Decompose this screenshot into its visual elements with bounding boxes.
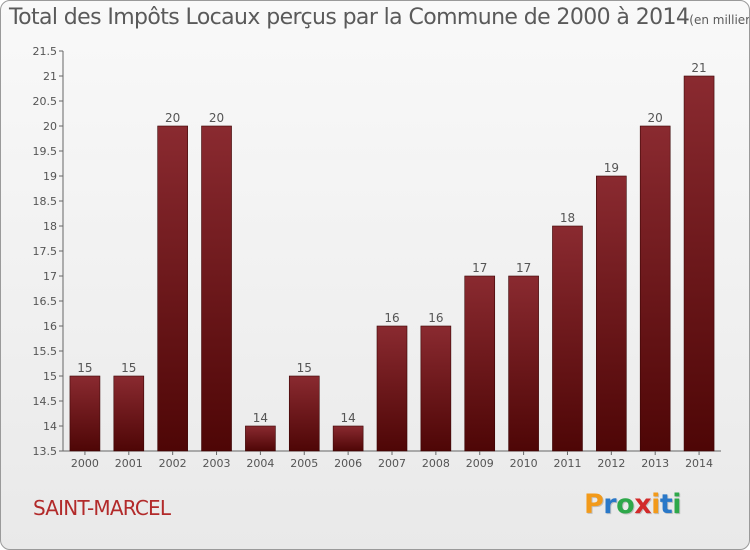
y-tick-label: 20.5	[33, 95, 58, 108]
x-tick-label-2001: 2001	[115, 457, 143, 470]
bar-2005	[288, 375, 320, 452]
bar-2013	[639, 125, 671, 452]
x-tick-label-2000: 2000	[71, 457, 99, 470]
data-label-2006: 14	[340, 411, 355, 425]
y-tick-label: 21.5	[33, 45, 58, 58]
bar-2007	[376, 325, 408, 452]
chart-title: Total des Impôts Locaux perçus par la Co…	[9, 5, 750, 30]
data-label-2013: 20	[648, 111, 663, 125]
data-label-2010: 17	[516, 261, 531, 275]
bar-2014	[683, 75, 715, 452]
logo-letter: r	[603, 489, 617, 520]
bar-2004	[245, 425, 276, 452]
data-label-2012: 19	[604, 161, 619, 175]
data-label-2004: 14	[253, 411, 268, 425]
bar-2002	[157, 125, 188, 452]
x-tick-label-2010: 2010	[510, 457, 538, 470]
x-tick-label-2005: 2005	[290, 457, 318, 470]
data-label-2008: 16	[428, 311, 443, 325]
data-label-2014: 21	[691, 61, 706, 75]
logo-letter: i	[672, 489, 682, 520]
data-label-2009: 17	[472, 261, 487, 275]
data-label-2002: 20	[165, 111, 180, 125]
y-tick-label: 17.5	[33, 245, 58, 258]
x-tick-label-2011: 2011	[553, 457, 581, 470]
logo-letter: t	[659, 489, 673, 520]
bar-2008	[420, 325, 452, 452]
bar-2006	[332, 425, 364, 452]
bar-2011	[552, 225, 583, 452]
x-tick-label-2012: 2012	[597, 457, 625, 470]
y-tick-label: 18.5	[33, 195, 58, 208]
bar-2012	[596, 175, 627, 452]
y-tick-label: 21	[43, 70, 57, 83]
proxiti-logo: Proxiti	[584, 489, 682, 520]
y-tick-label: 16	[43, 320, 57, 333]
chart-title-unit: (en milliers d'€)	[689, 13, 750, 27]
bar-2009	[464, 275, 496, 452]
x-tick-label-2008: 2008	[422, 457, 450, 470]
y-tick-label: 14	[43, 420, 57, 433]
bar-2001	[113, 375, 145, 452]
y-tick-label: 15	[43, 370, 57, 383]
data-label-2005: 15	[297, 361, 312, 375]
chart-title-text: Total des Impôts Locaux perçus par la Co…	[9, 5, 690, 30]
bar-2010	[508, 275, 539, 452]
x-tick-label-2007: 2007	[378, 457, 406, 470]
y-tick-label: 20	[43, 120, 57, 133]
y-tick-label: 18	[43, 220, 57, 233]
y-tick-label: 14.5	[33, 395, 58, 408]
x-tick-label-2009: 2009	[466, 457, 494, 470]
y-tick-label: 17	[43, 270, 57, 283]
data-label-2007: 16	[384, 311, 399, 325]
logo-letter: o	[616, 489, 635, 520]
bar-2003	[201, 125, 232, 452]
y-tick-label: 16.5	[33, 295, 58, 308]
y-tick-label: 15.5	[33, 345, 58, 358]
x-tick-label-2006: 2006	[334, 457, 362, 470]
logo-letter: i	[651, 489, 660, 520]
data-label-2000: 15	[77, 361, 92, 375]
x-tick-label-2003: 2003	[203, 457, 231, 470]
y-tick-label: 19.5	[33, 145, 58, 158]
bar-2000	[69, 375, 101, 452]
logo-letter: x	[634, 489, 652, 520]
x-tick-label-2014: 2014	[685, 457, 713, 470]
data-label-2011: 18	[560, 211, 575, 225]
x-tick-label-2004: 2004	[246, 457, 274, 470]
logo-letter: P	[584, 489, 604, 520]
y-tick-label: 19	[43, 170, 57, 183]
x-tick-label-2013: 2013	[641, 457, 669, 470]
commune-name: SAINT-MARCEL	[33, 496, 171, 520]
y-tick-label: 13.5	[33, 445, 58, 458]
data-label-2003: 20	[209, 111, 224, 125]
x-tick-label-2002: 2002	[159, 457, 187, 470]
data-label-2001: 15	[121, 361, 136, 375]
